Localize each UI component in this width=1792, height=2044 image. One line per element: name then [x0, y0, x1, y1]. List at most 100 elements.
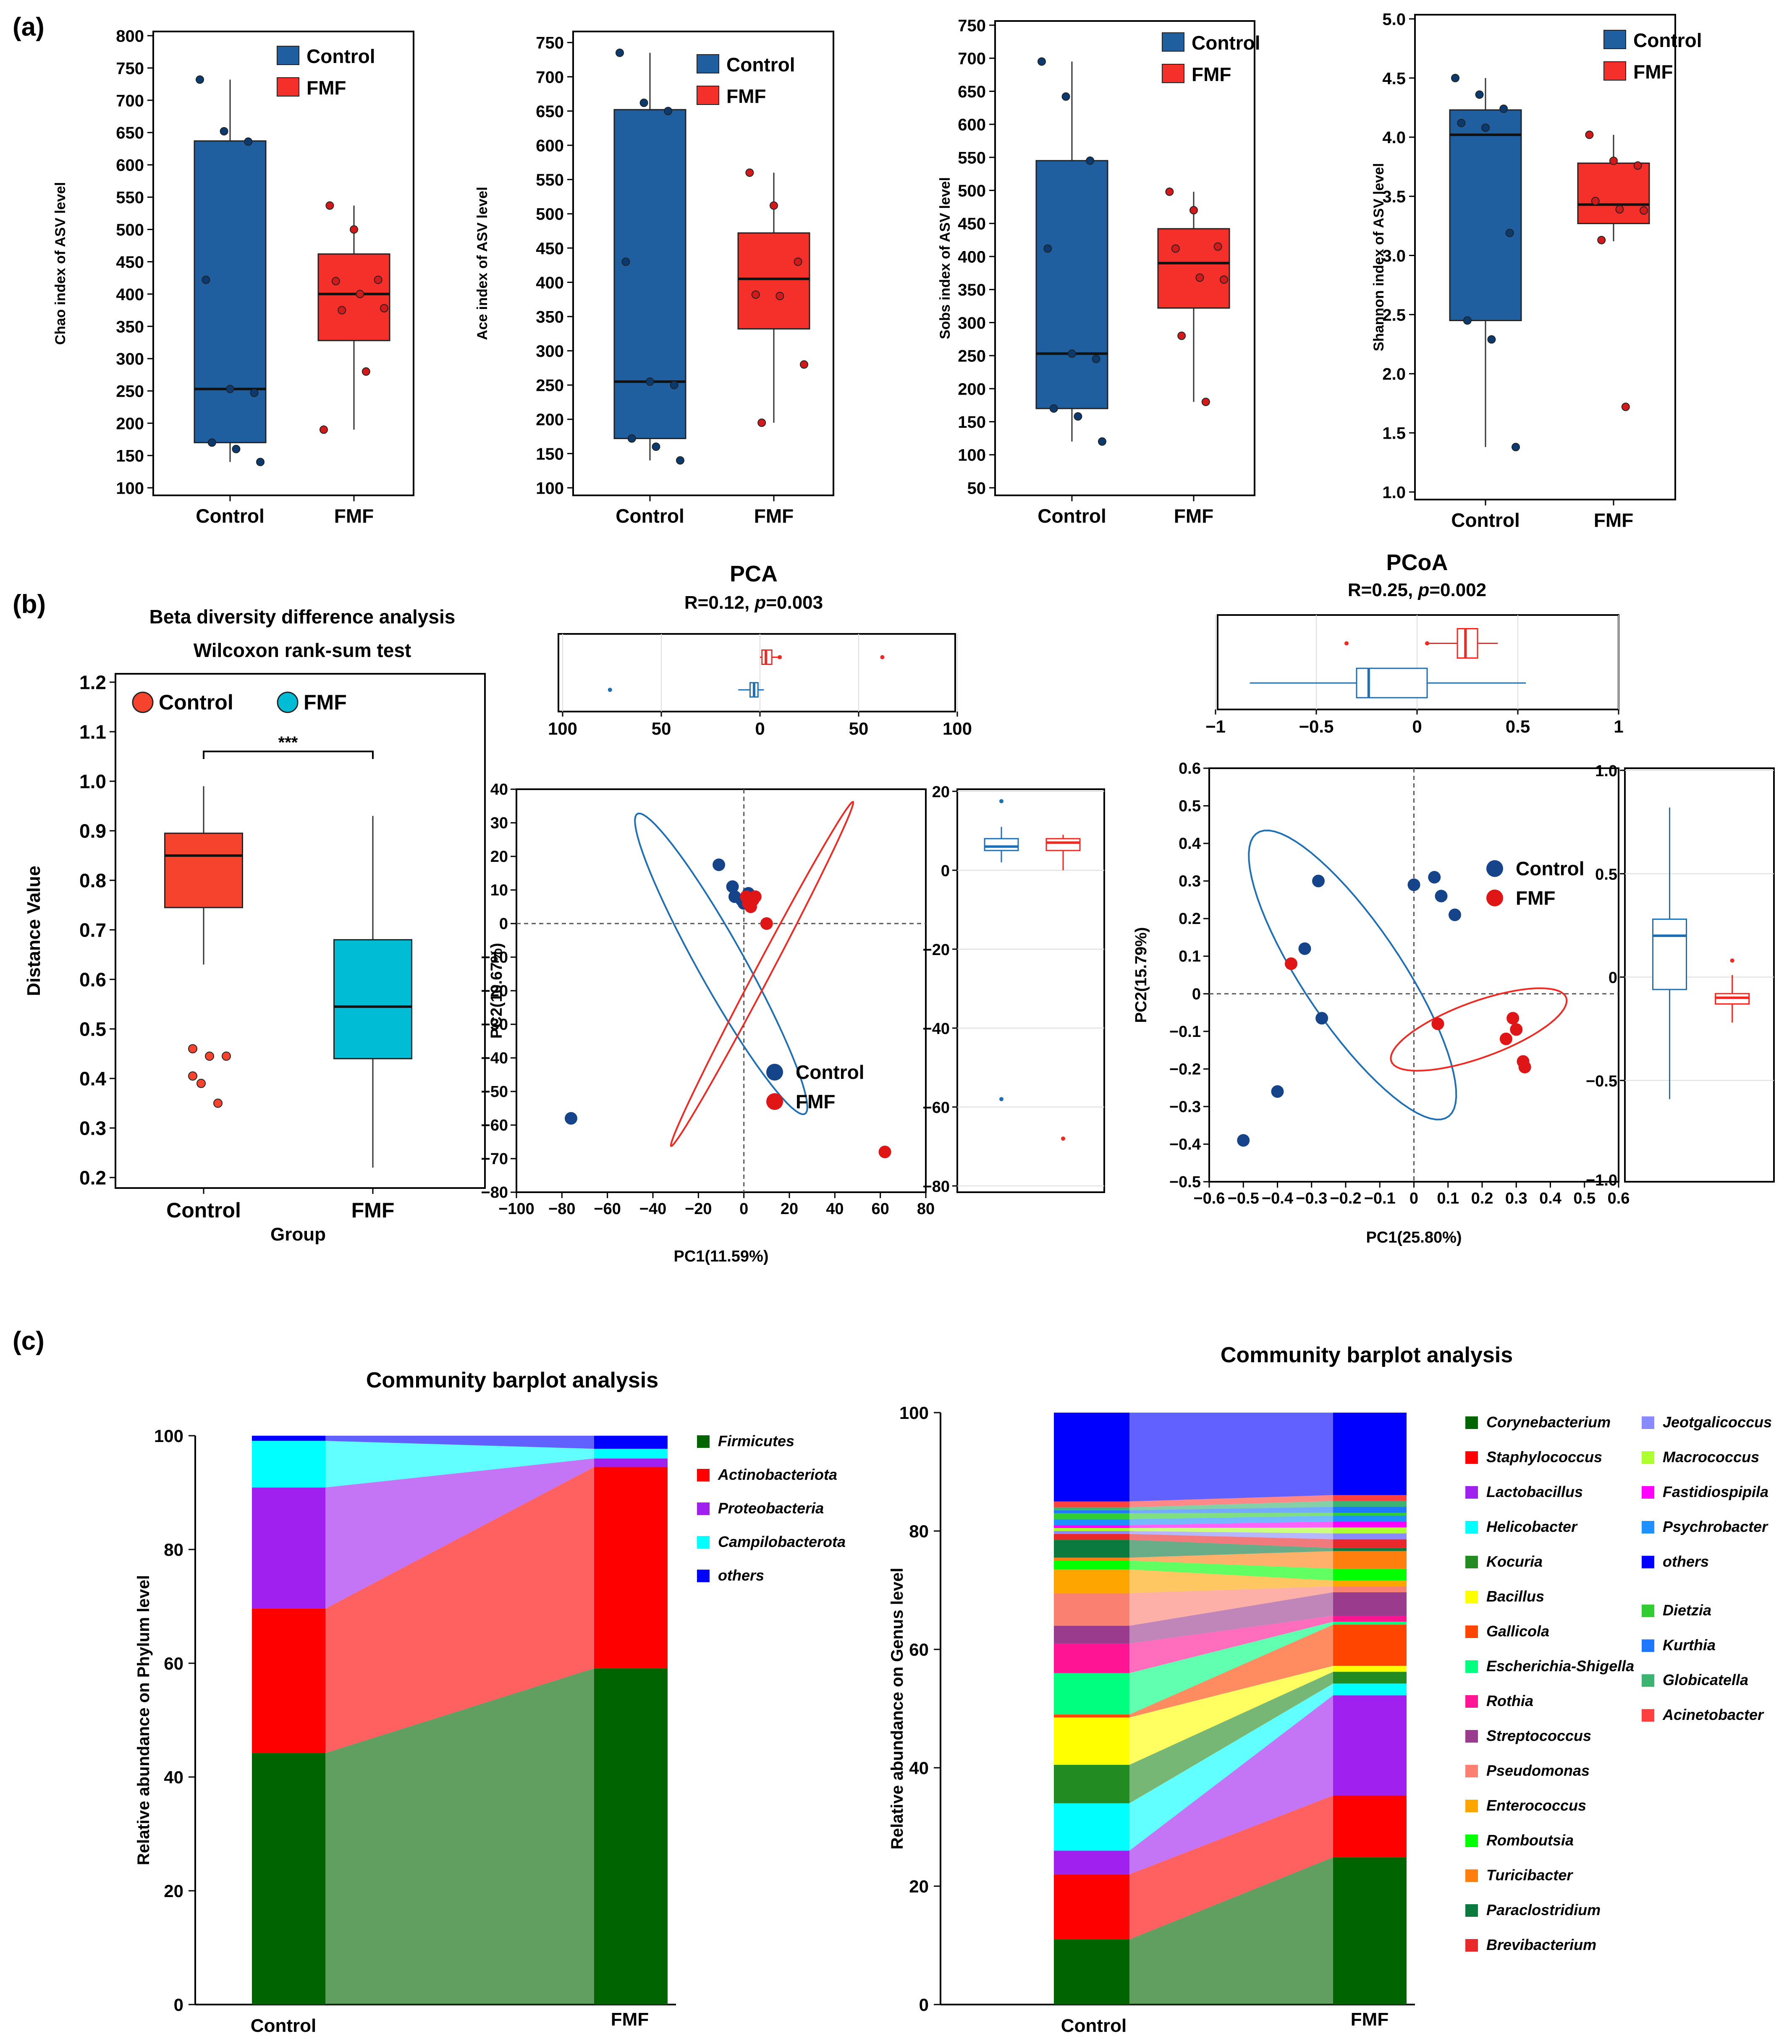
genus-legend-lactobacillus-label: Lactobacillus [1486, 1483, 1583, 1500]
beta-legend-marker-0 [132, 691, 154, 713]
beta-legend-label-0: Control [159, 691, 233, 714]
genus-macrococcus-bar-fmf [1333, 1527, 1407, 1534]
shannon-chart: 1.0 1.5 2.0 2.5 3.0 3.5 4.0 4.5 5.0 Control FMF Sha… [1371, 10, 1702, 531]
genus-legend-globicatella-swatch [1642, 1674, 1654, 1687]
genus-streptococcus-bar-control [1054, 1625, 1129, 1644]
beta-ytick-label: 0.5 [79, 1018, 106, 1040]
ace-frame [572, 31, 834, 496]
genus-legend-gallicola-swatch [1465, 1625, 1478, 1638]
pcoa-xtick-label: 0.3 [1505, 1190, 1527, 1207]
chao-box-control-point [250, 388, 259, 397]
pca-right-box-control-outlier [999, 799, 1003, 803]
genus-legend-enterococcus-label: Enterococcus [1486, 1797, 1586, 1814]
pca-ytick-label: −20 [481, 982, 508, 1000]
phylum-campilobacterota-bar-fmf [594, 1449, 668, 1459]
pca-point-fmf [760, 917, 773, 930]
beta-chart: 0.2 0.3 0.4 0.5 0.6 0.7 0.8 0.9 1.0 1.1 1.2 Control… [24, 606, 486, 1245]
ace-ytick-label: 650 [536, 102, 564, 121]
pcoa-right-tick-label: −0.5 [1586, 1073, 1617, 1090]
phylum-legend-proteobacteria-label: Proteobacteria [718, 1500, 824, 1517]
phylum-legend-actinobacteriota-label: Actinobacteriota [718, 1466, 837, 1483]
genus-enterococcus-bar-fmf [1333, 1580, 1407, 1586]
pca-legend-label-0: Control [796, 1061, 865, 1083]
pcoa-title: PCoA [1386, 550, 1448, 575]
genus-legend-kocuria-label: Kocuria [1486, 1553, 1543, 1570]
genus-legend-brevibacterium-label: Brevibacterium [1486, 1936, 1596, 1953]
sobs-box-fmf-point [1213, 242, 1222, 251]
genus-legend-macrococcus-label: Macrococcus [1663, 1448, 1759, 1466]
genus-kurthia-bar-control [1054, 1510, 1129, 1513]
pca-stat-r: R=0.12, [684, 592, 755, 613]
pcoa-top-box-control [1356, 667, 1428, 699]
pcoa-top-tick-label: 1 [1614, 717, 1623, 736]
ace-box-control-group [613, 48, 686, 465]
shannon-box-control-point [1512, 442, 1520, 451]
genus-brevibacterium-bar-control [1054, 1534, 1129, 1540]
pcoa-point-fmf [1518, 1060, 1531, 1073]
chao-ytick-label: 350 [116, 318, 144, 336]
chao-ytick-label: 700 [116, 92, 144, 110]
sobs-chart: 50 100 150 200 250 300 350 400 450 500 550 600 650 70… [937, 16, 1260, 527]
genus-dietzia-flow [1129, 1513, 1333, 1519]
ace-xtick-label: Control [616, 505, 684, 527]
pca-top-tick-label: 50 [849, 719, 869, 738]
pca-ytick-label: −30 [481, 1016, 508, 1034]
shannon-box-control-point [1499, 105, 1508, 113]
pcoa-ytick-label: −0.2 [1169, 1060, 1201, 1078]
panel-label-b: (b) [13, 590, 46, 619]
phylum-firmicutes-bar-fmf [594, 1668, 668, 2005]
genus-kocuria-flow [1129, 1672, 1333, 1803]
genus-corynebacterium-bar-fmf [1333, 1857, 1407, 2005]
beta-box-control-point [213, 1099, 223, 1108]
genus-helicobacter-flow [1129, 1683, 1333, 1851]
genus-globicatella-flow [1129, 1501, 1333, 1510]
pcoa-ytick-label: −0.3 [1169, 1098, 1201, 1116]
genus-legend-escherichia-shigella-swatch [1465, 1660, 1478, 1673]
pca-right-box-fmf [1045, 838, 1081, 851]
beta-box-fmf [333, 939, 412, 1060]
pcoa-point-control [1315, 1012, 1328, 1025]
pcoa-top-box-fmf [1457, 628, 1478, 659]
shannon-box-fmf-point [1591, 196, 1600, 205]
chao-ytick-label: 250 [116, 382, 144, 401]
genus-lactobacillus-bar-fmf [1333, 1695, 1407, 1795]
pca-point-fmf [878, 1146, 891, 1158]
genus-legend-paraclostridium-swatch [1465, 1904, 1478, 1917]
pca-ytick-label: −80 [481, 1184, 508, 1201]
chao-ytick-label: 650 [116, 124, 144, 142]
phylum-legend-others-label: others [718, 1567, 764, 1584]
chao-legend-label-0: Control [307, 45, 375, 67]
pcoa-xtick-label: −0.4 [1262, 1190, 1293, 1207]
sobs-legend-label-0: Control [1192, 32, 1260, 54]
beta-ytick-label: 1.0 [79, 771, 106, 793]
genus-escherichia-shigella-bar-control [1054, 1673, 1129, 1715]
pcoa-right-box-fmf-outlier [1730, 958, 1734, 963]
genus-legend-turicibacter-swatch [1465, 1869, 1478, 1882]
genus-legend-helicobacter-label: Helicobacter [1486, 1518, 1578, 1535]
pcoa-xtick-label: −0.2 [1330, 1190, 1361, 1207]
shannon-ytick-label: 1.0 [1382, 483, 1406, 502]
pca-right-tick-label: 20 [932, 783, 950, 801]
genus-kocuria-bar-fmf [1333, 1672, 1407, 1684]
pca-point-control [726, 880, 739, 893]
shannon-box-fmf-point [1597, 236, 1606, 244]
genus-pseudomonas-bar-control [1054, 1593, 1129, 1626]
phylum-legend-campilobacterota-label: Campilobacterota [718, 1533, 846, 1550]
beta-ytick-label: 0.9 [79, 820, 106, 842]
ace-ytick-label: 250 [536, 377, 564, 395]
chao-ytick-label: 450 [116, 253, 144, 272]
chao-box-control-point [196, 75, 204, 84]
beta-ytick-label: 1.2 [79, 672, 106, 694]
chao-box-control-point [202, 275, 210, 284]
genus-legend-bacillus-label: Bacillus [1486, 1588, 1544, 1605]
genus-legend-psychrobacter-swatch [1642, 1521, 1654, 1534]
pca-stat: R=0.12, p=0.003 [684, 592, 823, 613]
pcoa-ytick-label: 0 [1192, 985, 1201, 1003]
genus-legend-lactobacillus-swatch [1465, 1486, 1478, 1499]
pcoa-point-fmf [1285, 957, 1297, 970]
chao-box-fmf [317, 253, 390, 341]
genus-legend-romboutsia-swatch [1465, 1835, 1478, 1847]
ace-legend-marker-0 [697, 54, 719, 73]
ace-xtick-label: FMF [754, 505, 794, 527]
pca-xlabel: PC1(11.59%) [673, 1248, 768, 1265]
